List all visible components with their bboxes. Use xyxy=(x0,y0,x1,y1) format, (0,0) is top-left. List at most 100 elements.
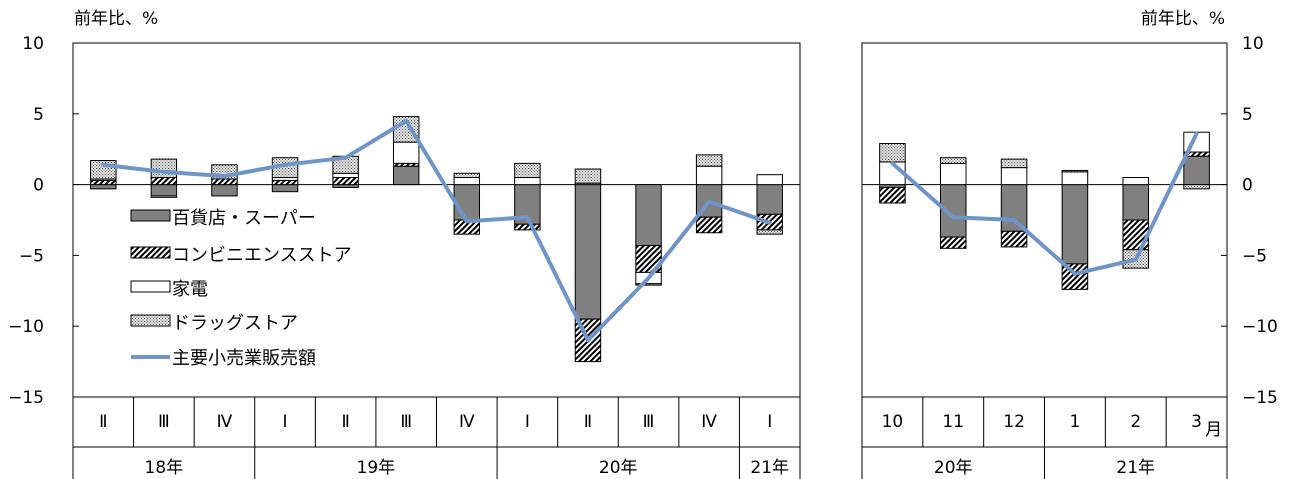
bar-drugstore xyxy=(756,229,783,235)
bar-convenience xyxy=(271,179,299,186)
x-group-label: 20年 xyxy=(599,458,638,478)
x-category-label: Ⅰ xyxy=(767,412,772,432)
plot-frame xyxy=(861,42,1228,398)
bar-department-store xyxy=(453,184,481,221)
y-tick-label: 0 xyxy=(33,176,44,196)
y-tick-label: 10 xyxy=(1242,34,1264,54)
bar-department-store xyxy=(150,184,178,197)
bar-electronics xyxy=(1122,177,1150,186)
bar-convenience xyxy=(514,223,541,231)
total-sales-line xyxy=(101,118,772,343)
legend-swatch-department-store xyxy=(130,209,171,222)
bar-electronics xyxy=(392,141,420,164)
x-category-label: Ⅰ xyxy=(525,412,530,432)
bar-department-store xyxy=(90,184,117,190)
bar-drugstore xyxy=(635,283,662,286)
y-tick-label: −15 xyxy=(1242,388,1278,408)
y-tick-label: 0 xyxy=(1242,176,1253,196)
x-category-label: Ⅲ xyxy=(400,412,412,432)
x-category-label: Ⅲ xyxy=(643,412,655,432)
bar-convenience xyxy=(150,177,178,186)
bar-electronics xyxy=(514,177,541,186)
x-category-label: Ⅱ xyxy=(99,412,107,432)
bar-drugstore xyxy=(453,172,481,179)
bar-department-store xyxy=(211,184,238,197)
bar-department-store xyxy=(1183,155,1210,186)
bar-electronics xyxy=(939,162,967,186)
legend-swatch-convenience xyxy=(130,246,171,259)
x-category-label: 2 xyxy=(1130,412,1141,432)
bar-convenience xyxy=(879,186,906,204)
y-tick-label: 5 xyxy=(33,105,44,125)
legend-swatch-electronics xyxy=(130,280,171,293)
legend-label: コンビニエンスストア xyxy=(172,245,352,266)
x-category-label: Ⅳ xyxy=(459,412,475,432)
bar-convenience xyxy=(1000,230,1028,248)
x-category-label: Ⅱ xyxy=(341,412,349,432)
y-tick-label: 5 xyxy=(1242,105,1253,125)
bar-department-store xyxy=(271,184,299,193)
bar-electronics xyxy=(150,195,178,198)
x-category-label: 1 xyxy=(1070,412,1081,432)
bar-drugstore xyxy=(150,158,178,179)
bar-drugstore xyxy=(879,143,906,163)
bar-electronics xyxy=(453,177,481,186)
legend-swatch-drugstore xyxy=(130,314,171,327)
bar-electronics xyxy=(695,165,723,186)
x-category-label: Ⅰ xyxy=(283,412,288,432)
bar-drugstore xyxy=(939,157,967,164)
x-category-label: Ⅱ xyxy=(584,412,592,432)
y-tick-label: −5 xyxy=(1242,246,1267,266)
left-quarterly-chart: 10 5 0 −5 −10 −15 前年比、% 18年 19年 20年 21年 Ⅱ Ⅲ Ⅳ Ⅰ Ⅱ Ⅲ Ⅳ Ⅰ Ⅱ Ⅲ Ⅳ… xyxy=(8,9,801,479)
bar-department-store xyxy=(392,165,420,186)
y-tick-label: −15 xyxy=(8,388,44,408)
y-tick-label: −5 xyxy=(19,246,44,266)
bar-electronics xyxy=(332,172,359,179)
bar-convenience xyxy=(695,216,723,234)
bar-drugstore xyxy=(1183,184,1210,190)
x-category-label: 12 xyxy=(1003,412,1025,432)
bar-department-store xyxy=(756,184,783,215)
bar-drugstore xyxy=(1000,158,1028,169)
bar-department-store xyxy=(1000,184,1028,232)
legend-label: 家電 xyxy=(172,279,208,300)
x-category-label: 11 xyxy=(942,412,964,432)
bar-convenience xyxy=(90,179,117,186)
legend-label: 主要小売業販売額 xyxy=(172,348,316,369)
x-category-label: Ⅳ xyxy=(701,412,717,432)
x-group-label: 18年 xyxy=(145,458,184,478)
legend-label: ドラッグストア xyxy=(172,313,298,334)
total-sales-line xyxy=(890,131,1199,276)
x-category-label: 10 xyxy=(882,412,904,432)
bar-electronics xyxy=(1000,167,1028,186)
bar-drugstore xyxy=(1061,169,1089,173)
x-month-suffix: 月 xyxy=(1205,420,1222,440)
x-group-label: 21年 xyxy=(1116,458,1155,478)
bar-department-store xyxy=(1122,184,1150,221)
bar-drugstore xyxy=(574,168,602,184)
bar-department-store xyxy=(574,184,602,320)
x-category-label: Ⅳ xyxy=(217,412,233,432)
x-group-label: 19年 xyxy=(357,458,396,478)
x-group-label: 20年 xyxy=(934,458,973,478)
x-category-label: Ⅲ xyxy=(158,412,170,432)
x-group-label: 21年 xyxy=(750,458,789,478)
y-unit-label: 前年比、% xyxy=(74,9,158,29)
bar-convenience xyxy=(332,177,359,186)
legend-label: 百貨店・スーパー xyxy=(172,208,316,229)
y-tick-label: 10 xyxy=(22,34,44,54)
bar-electronics xyxy=(756,174,783,186)
bar-electronics xyxy=(1061,171,1089,186)
bar-convenience xyxy=(939,236,967,249)
bar-department-store xyxy=(1061,184,1089,265)
bar-convenience xyxy=(211,178,238,186)
y-tick-label: −10 xyxy=(8,317,44,337)
y-unit-label: 前年比、% xyxy=(1141,9,1225,29)
bar-drugstore xyxy=(514,162,541,179)
bar-drugstore xyxy=(695,154,723,167)
x-category-label: 3 xyxy=(1191,412,1202,432)
